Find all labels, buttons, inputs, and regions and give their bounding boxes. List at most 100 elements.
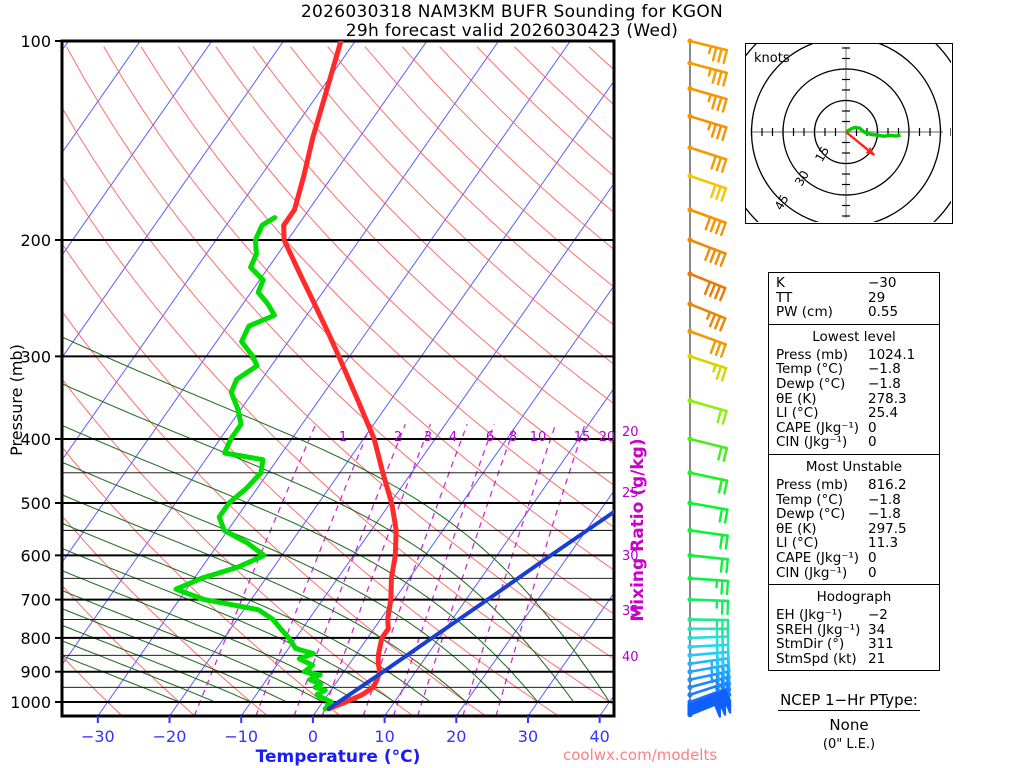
wind-barb xyxy=(687,699,732,718)
wind-barb xyxy=(687,597,730,616)
stat-value: 297.5 xyxy=(868,520,907,537)
wind-barb xyxy=(687,301,727,332)
mixing-ratio-label: 6 xyxy=(486,430,494,445)
temperature-axis-title: Temperature (°C) xyxy=(256,747,421,767)
stat-value: 11.3 xyxy=(868,535,899,552)
stats-row: K −30 xyxy=(769,276,939,291)
stat-key: LI (°C) xyxy=(776,405,819,422)
pressure-tick-label: 200 xyxy=(20,231,51,250)
wind-barb xyxy=(687,527,729,550)
hodograph-ring-label: 45 xyxy=(772,192,792,212)
stats-row: StmSpd (kt) 21 xyxy=(769,652,939,667)
sounding-stats-panel: K −30 TT 29 PW (cm) 0.55 Lowest level Pr… xyxy=(768,272,940,672)
temperature-tick-label: 40 xyxy=(589,727,609,746)
stat-value: 0 xyxy=(868,549,877,566)
stat-key: Temp (°C) xyxy=(776,361,843,378)
stats-row: PW (cm) 0.55 xyxy=(769,305,939,320)
mixing-ratio-label: 10 xyxy=(530,430,547,445)
wind-barb xyxy=(687,271,727,302)
wind-barb xyxy=(687,328,728,358)
stats-row: Temp (°C) −1.8 xyxy=(769,362,939,377)
wind-barb xyxy=(687,85,728,113)
ncep-ptype-block: NCEP 1−Hr PType: None (0" L.E.) xyxy=(742,690,956,752)
most-unstable-section: Most Unstable Press (mb) 816.2 Temp (°C) −1… xyxy=(769,455,939,586)
wind-barb xyxy=(687,398,728,425)
stat-key: θE (K) xyxy=(776,520,817,537)
stats-row: Temp (°C) −1.8 xyxy=(769,491,939,508)
stat-key: EH (Jkg⁻¹) xyxy=(776,607,843,624)
stat-key: CAPE (Jkg⁻¹) xyxy=(776,549,860,566)
wind-barb xyxy=(687,38,729,65)
stats-row: Dewp (°C) −1.8 xyxy=(769,507,939,522)
skewt-frame xyxy=(55,39,616,723)
height-label: 35 xyxy=(622,604,639,619)
wind-barb xyxy=(687,113,728,142)
pressure-tick-label: 600 xyxy=(20,546,51,565)
wind-barb xyxy=(687,676,732,695)
pressure-tick-label: 500 xyxy=(20,494,51,513)
stat-value: 0 xyxy=(868,419,877,436)
stats-row: θE (K) 297.5 xyxy=(769,522,939,537)
stats-row: EH (Jkg⁻¹) −2 xyxy=(769,608,939,623)
sounding-trace-dewpoint xyxy=(173,215,334,712)
stat-value: 311 xyxy=(868,636,894,653)
stat-key: Dewp (°C) xyxy=(776,375,846,392)
temperature-tick-label: −30 xyxy=(81,727,115,746)
stat-value: 29 xyxy=(868,289,886,306)
stats-row: CIN (Jkg⁻¹) 0 xyxy=(769,564,939,581)
sounding-traces xyxy=(173,41,614,712)
stat-key: CIN (Jkg⁻¹) xyxy=(776,434,848,451)
stats-row: Press (mb) 816.2 xyxy=(769,478,939,493)
temperature-tick-label: −20 xyxy=(153,727,187,746)
stats-row: Dewp (°C) −1.8 xyxy=(769,377,939,392)
page-title: 2026030318 NAM3KM BUFR Sounding for KGON xyxy=(300,2,724,22)
wind-barb xyxy=(687,237,727,267)
stat-value: 0 xyxy=(868,564,877,581)
watermark: coolwx.com/modelts xyxy=(563,746,717,764)
stats-row: CAPE (Jkg⁻¹) 0 xyxy=(769,551,939,566)
stat-key: Temp (°C) xyxy=(776,491,843,508)
stat-value: 21 xyxy=(868,650,886,667)
stat-key: K xyxy=(776,275,785,291)
pressure-tick-label: 300 xyxy=(20,347,51,366)
hodograph-ring-label: 30 xyxy=(792,168,812,188)
stat-value: −1.8 xyxy=(868,506,901,523)
mixing-ratio-label: 2 xyxy=(394,430,402,445)
pressure-axis-title: Pressure (mb) xyxy=(7,344,26,456)
mixing-ratio-axis-title: Mixing Ratio (g/kg) xyxy=(628,438,648,621)
stat-key: Dewp (°C) xyxy=(776,506,846,523)
section-title: Hodograph xyxy=(816,589,892,606)
wind-barb xyxy=(687,500,729,524)
stats-row: StmDir (°) 311 xyxy=(769,637,939,652)
pressure-tick-label: 100 xyxy=(20,32,51,51)
mixing-ratio-label: 1 xyxy=(339,430,347,445)
stats-row: LI (°C) 25.4 xyxy=(769,406,939,421)
stat-value: 25.4 xyxy=(868,405,899,422)
stat-value: 816.2 xyxy=(868,476,907,493)
stat-key: StmDir (°) xyxy=(776,636,845,653)
stat-value: −1.8 xyxy=(868,375,901,392)
stat-key: CAPE (Jkg⁻¹) xyxy=(776,419,860,436)
wind-barb xyxy=(687,575,730,596)
stat-value: 34 xyxy=(868,621,886,638)
mixing-ratio-label: 4 xyxy=(449,430,457,445)
ptype-value: None xyxy=(829,716,869,734)
pressure-tick-label: 800 xyxy=(20,629,51,648)
wind-barb xyxy=(687,470,729,495)
stat-value: −2 xyxy=(868,607,888,624)
pressure-tick-label: 900 xyxy=(20,663,51,682)
wind-barb-column xyxy=(687,38,732,718)
stat-value: −1.8 xyxy=(868,491,901,508)
stat-value: 278.3 xyxy=(868,390,907,407)
stat-key: Press (mb) xyxy=(776,346,849,363)
hodograph-units-label: knots xyxy=(754,51,790,66)
stats-summary-section: K −30 TT 29 PW (cm) 0.55 xyxy=(769,273,939,325)
ptype-liquid-equivalent: (0" L.E.) xyxy=(822,737,876,752)
temperature-tick-label: 20 xyxy=(446,727,466,746)
stat-value: −1.8 xyxy=(868,361,901,378)
height-label: 25 xyxy=(622,486,639,501)
stats-row: θE (K) 278.3 xyxy=(769,390,939,407)
